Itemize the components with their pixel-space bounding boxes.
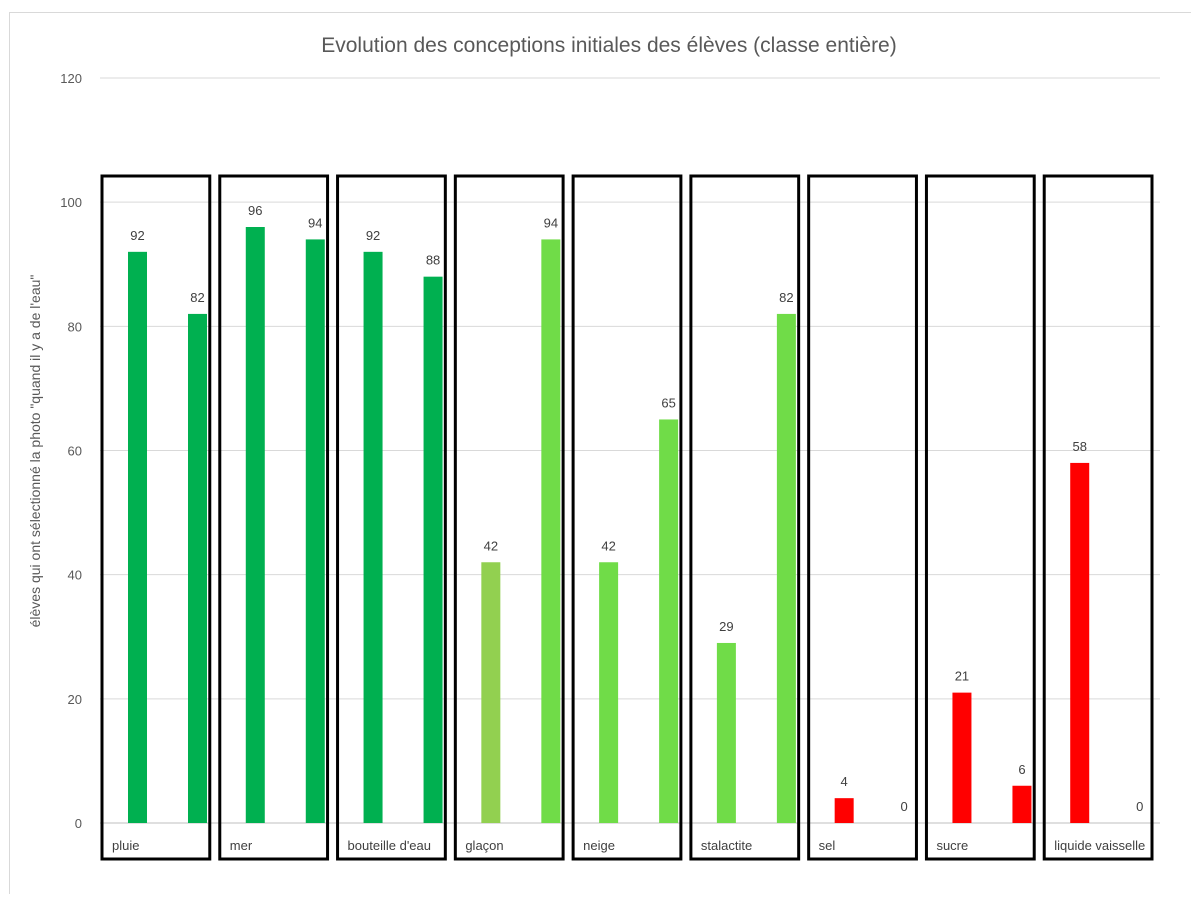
data-label: 92 (130, 228, 144, 243)
y-tick-label: 20 (68, 692, 82, 707)
category-highlight-box (571, 174, 683, 861)
data-labels: 92 96 92 42 42 29 4 21 58 82 94 88 94 65 82 0 6 0 (130, 203, 1143, 814)
category-highlight-box (100, 174, 212, 861)
category-highlight-box (218, 174, 330, 861)
x-category-label: bouteille d'eau (348, 838, 431, 853)
data-label: 88 (426, 253, 440, 268)
data-label: 6 (1018, 762, 1025, 777)
chart-frame (9, 12, 1191, 894)
bar (659, 419, 679, 823)
y-tick-label: 120 (60, 71, 82, 86)
x-category-label: liquide vaisselle (1054, 838, 1145, 853)
category-highlight-box (453, 174, 565, 861)
data-label: 94 (544, 215, 558, 230)
bar (128, 251, 147, 824)
category-highlight-box (689, 174, 801, 861)
highlight-boxes (100, 174, 1154, 861)
bars (128, 227, 1090, 824)
x-axis-categories: pluie mer bouteille d'eau glaçon neige stalac… (112, 838, 1145, 853)
bar (834, 798, 854, 823)
x-category-label: pluie (112, 838, 139, 853)
x-category-label: neige (583, 838, 615, 853)
data-label: 21 (955, 669, 969, 684)
bar (423, 276, 443, 824)
bar (952, 692, 972, 823)
data-label: 42 (484, 538, 498, 553)
category-highlight-box (924, 174, 1036, 861)
x-category-label: stalactite (701, 838, 752, 853)
data-label: 0 (901, 799, 908, 814)
data-label: 58 (1072, 439, 1086, 454)
bar (541, 239, 561, 823)
bar (716, 642, 736, 823)
data-label: 94 (308, 215, 322, 230)
data-label: 42 (601, 538, 615, 553)
data-label: 82 (190, 290, 204, 305)
gridlines (100, 77, 1160, 824)
bar (188, 313, 207, 823)
data-label: 82 (779, 290, 793, 305)
y-tick-label: 40 (68, 568, 82, 583)
data-label: 0 (1136, 799, 1143, 814)
category-highlight-box (807, 174, 918, 861)
bar (481, 562, 501, 823)
category-highlight-box (1042, 174, 1154, 861)
bar (1070, 462, 1090, 823)
data-label: 92 (366, 228, 380, 243)
data-label: 29 (719, 619, 733, 634)
x-category-label: sel (819, 838, 836, 853)
bar (1012, 785, 1032, 823)
y-tick-label: 80 (68, 319, 82, 334)
bar (305, 239, 325, 823)
y-axis-label: élèves qui ont sélectionné la photo "qua… (27, 275, 43, 628)
bar (599, 562, 619, 823)
x-category-label: glaçon (465, 838, 503, 853)
chart-title: Evolution des conceptions initiales des … (321, 34, 896, 57)
x-category-label: mer (230, 838, 253, 853)
y-tick-label: 0 (75, 816, 82, 831)
bar (245, 227, 265, 823)
category-highlight-box (336, 174, 447, 861)
data-label: 96 (248, 203, 262, 218)
bar (776, 313, 796, 823)
data-label: 65 (661, 395, 675, 410)
y-tick-label: 100 (60, 195, 82, 210)
y-axis-ticks: 0 20 40 60 80 100 120 (60, 71, 82, 831)
bar (363, 251, 383, 824)
y-tick-label: 60 (68, 444, 82, 459)
x-category-label: sucre (936, 838, 968, 853)
data-label: 4 (841, 774, 848, 789)
